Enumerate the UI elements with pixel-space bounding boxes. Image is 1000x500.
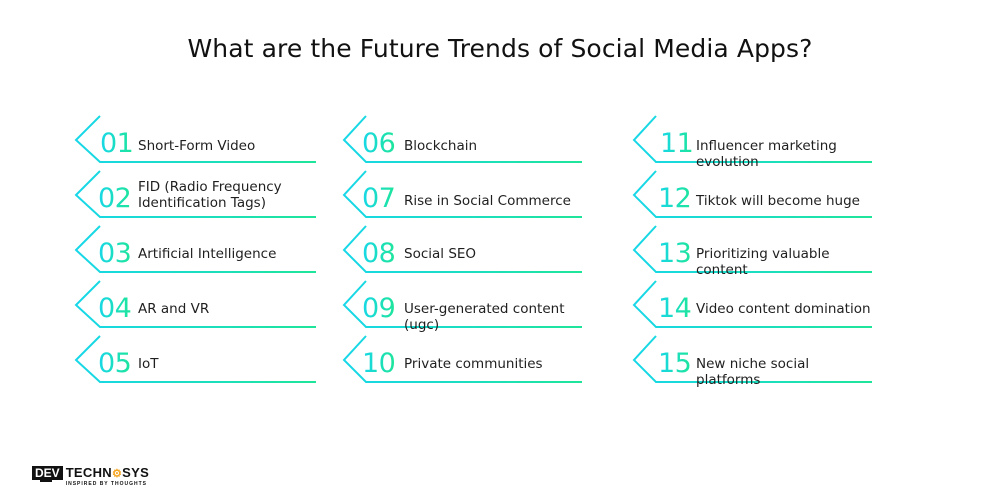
- chevron-frame-icon: [632, 280, 872, 328]
- trend-number: 02: [98, 183, 132, 214]
- brand-logo: DEV TECHN⚙SYS INSPIRED BY THOUGHTS: [32, 466, 149, 488]
- trend-number: 09: [362, 293, 396, 324]
- chevron-frame-icon: [632, 225, 872, 273]
- trend-number: 13: [658, 238, 692, 269]
- chevron-frame-icon: [74, 115, 316, 163]
- trend-number: 08: [362, 238, 396, 269]
- chevron-frame-icon: [342, 280, 582, 328]
- trend-label: Private communities: [404, 356, 543, 372]
- gear-icon: ⚙: [111, 468, 123, 480]
- trend-label: User-generated content (ugc): [404, 301, 565, 333]
- chevron-frame-icon: [342, 225, 582, 273]
- trend-label: AR and VR: [138, 301, 210, 317]
- trend-label: IoT: [138, 356, 159, 372]
- trend-item-10: 10 Private communities: [342, 335, 584, 396]
- trend-item-14: 14 Video content domination: [632, 280, 874, 341]
- trend-number: 12: [658, 183, 692, 214]
- chevron-frame-icon: [632, 335, 872, 383]
- logo-tagline: INSPIRED BY THOUGHTS: [65, 481, 147, 487]
- trend-label: Blockchain: [404, 138, 478, 154]
- trend-label: Prioritizing valuable content: [696, 246, 830, 278]
- trend-number: 11: [660, 128, 694, 159]
- trend-label: FID (Radio Frequency Identification Tags…: [138, 179, 282, 211]
- logo-wordmark: TECHN⚙SYS INSPIRED BY THOUGHTS: [66, 466, 149, 488]
- trend-item-02: 02 FID (Radio Frequency Identification T…: [74, 170, 318, 231]
- trend-item-13: 13 Prioritizing valuable content: [632, 225, 874, 286]
- logo-name: TECHN⚙SYS: [66, 466, 149, 481]
- page-title: What are the Future Trends of Social Med…: [187, 34, 813, 63]
- trend-number: 05: [98, 348, 132, 379]
- trend-label: Artificial Intelligence: [138, 246, 277, 262]
- trend-label-line-1: FID (Radio Frequency: [138, 179, 282, 195]
- trend-item-09: 09 User-generated content (ugc): [342, 280, 584, 341]
- chevron-frame-icon: [632, 115, 872, 163]
- trend-label: Rise in Social Commerce: [404, 193, 571, 209]
- chevron-frame-icon: [74, 335, 316, 383]
- trend-label: New niche social platforms: [696, 356, 810, 388]
- trend-item-03: 03 Artificial Intelligence: [74, 225, 318, 286]
- trend-number: 14: [658, 293, 692, 324]
- trend-item-15: 15 New niche social platforms: [632, 335, 874, 396]
- trend-label: Short-Form Video: [138, 138, 256, 154]
- trend-item-11: 11 Influencer marketing evolution: [632, 115, 874, 176]
- chevron-frame-icon: [74, 170, 316, 218]
- trend-label-line-2: Identification Tags): [138, 195, 266, 211]
- trend-number: 03: [98, 238, 132, 269]
- chevron-frame-icon: [74, 225, 316, 273]
- trend-label: Tiktok will become huge: [696, 193, 860, 209]
- chevron-frame-icon: [342, 335, 582, 383]
- trend-item-12: 12 Tiktok will become huge: [632, 170, 874, 231]
- trend-item-04: 04 AR and VR: [74, 280, 318, 341]
- chevron-frame-icon: [74, 280, 316, 328]
- logo-name-left: TECHN: [65, 465, 112, 480]
- trend-item-08: 08 Social SEO: [342, 225, 584, 286]
- trend-item-06: 06 Blockchain: [342, 115, 584, 176]
- chevron-frame-icon: [342, 170, 582, 218]
- logo-name-right: SYS: [122, 465, 150, 480]
- monitor-stand-icon: [40, 480, 52, 482]
- chevron-frame-icon: [632, 170, 872, 218]
- trend-label: Social SEO: [404, 246, 477, 262]
- trend-item-01: 01 Short-Form Video: [74, 115, 318, 176]
- logo-monitor-mark: DEV: [32, 466, 63, 482]
- trend-item-05: 05 IoT: [74, 335, 318, 396]
- trend-item-07: 07 Rise in Social Commerce: [342, 170, 584, 231]
- trend-number: 15: [658, 348, 692, 379]
- trend-number: 01: [100, 128, 134, 159]
- trend-number: 07: [362, 183, 396, 214]
- chevron-frame-icon: [342, 115, 582, 163]
- logo-mark-text: DEV: [35, 466, 60, 480]
- trend-label: Influencer marketing evolution: [696, 138, 837, 170]
- trend-number: 10: [362, 348, 396, 379]
- trend-number: 06: [362, 128, 396, 159]
- trend-number: 04: [98, 293, 132, 324]
- trend-label: Video content domination: [696, 301, 871, 317]
